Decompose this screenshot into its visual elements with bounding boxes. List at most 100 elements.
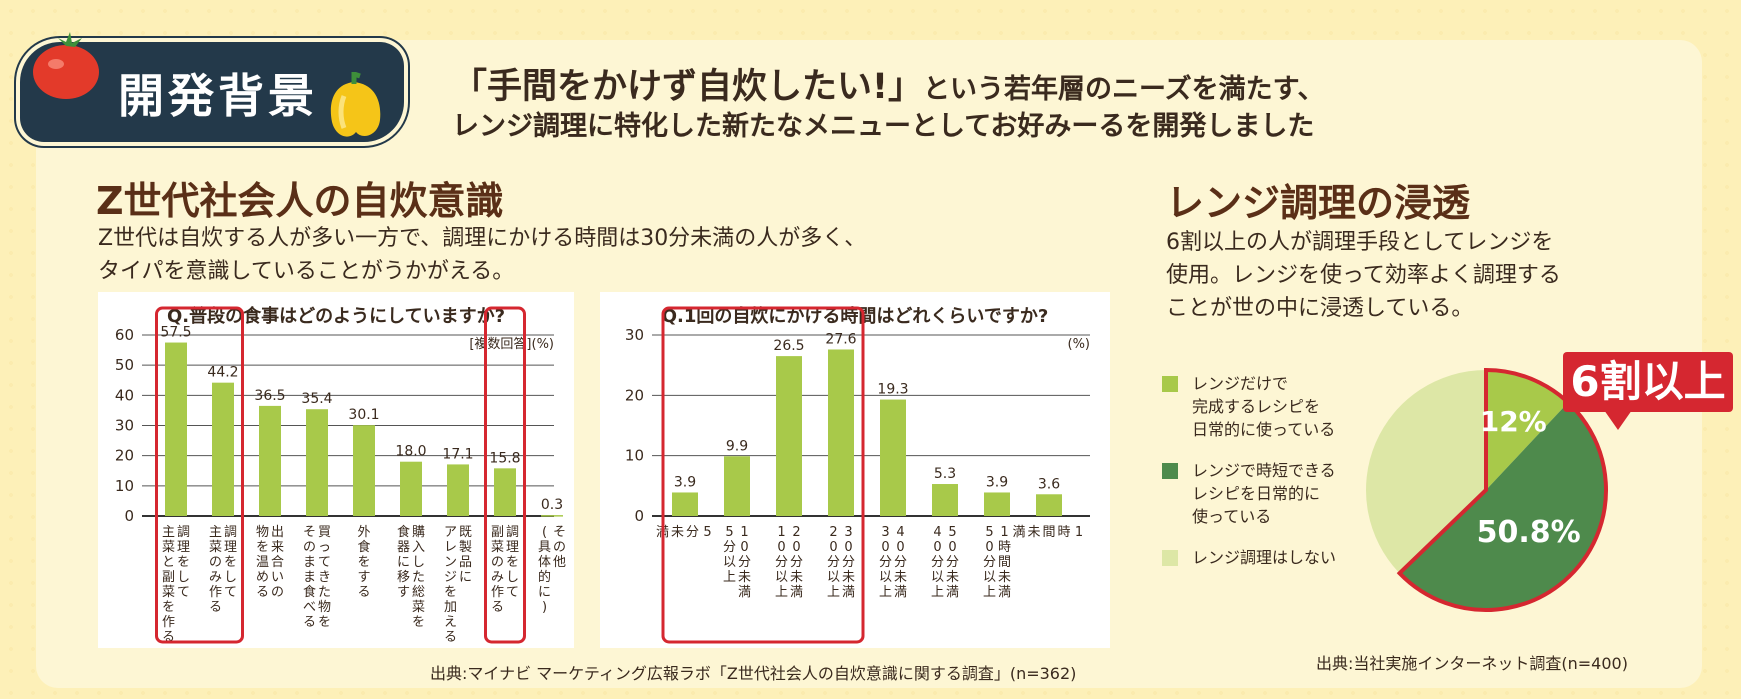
- category-label: る: [491, 600, 504, 615]
- bar-value-label: 5.3: [934, 466, 956, 482]
- y-tick-label: 40: [115, 386, 134, 404]
- category-label: 上: [931, 585, 944, 600]
- category-label: て: [224, 585, 237, 600]
- category-label: 具: [538, 540, 551, 555]
- category-label: 0: [740, 540, 748, 555]
- category-label: し: [506, 570, 519, 585]
- category-label: 1: [1075, 525, 1083, 540]
- category-label: の: [553, 540, 566, 555]
- category-label: 理: [224, 540, 237, 555]
- category-label: 未: [671, 525, 684, 540]
- bar-value-label: 36.5: [254, 388, 285, 404]
- category-label: 上: [983, 585, 996, 600]
- category-label: て: [318, 555, 331, 570]
- category-label: 満: [894, 585, 907, 600]
- category-label: 分: [931, 555, 944, 570]
- category-label: を: [318, 615, 331, 630]
- y-tick-label: 10: [625, 447, 644, 465]
- category-label: 副: [162, 570, 175, 585]
- category-label: ジ: [444, 570, 457, 585]
- category-label: て: [177, 585, 190, 600]
- category-label: (: [542, 525, 547, 540]
- category-label: 満: [842, 585, 855, 600]
- category-label: み: [491, 570, 504, 585]
- category-label: 品: [459, 555, 472, 570]
- category-label: 作: [162, 615, 175, 630]
- category-label: 副: [491, 525, 504, 540]
- category-label: 未: [1027, 525, 1040, 540]
- pie-slice-label: 50.8%: [1477, 515, 1581, 550]
- legend-label: レシピを日常的に: [1192, 484, 1321, 503]
- bar-value-label: 3.6: [1038, 476, 1060, 492]
- category-label: 外: [357, 525, 370, 540]
- legend-label: レンジで時短できる: [1192, 461, 1336, 480]
- category-label: の: [303, 540, 316, 555]
- right-desc-line3: ことが世の中に浸透している。: [1166, 296, 1474, 321]
- chart1-svg: Q.普段の食事はどのようにしていますか? [複数回答](%) 60 50 40 30 20 1…: [115, 305, 566, 645]
- category-label: 間: [998, 555, 1011, 570]
- category-label: め: [256, 570, 269, 585]
- category-label: 未: [894, 570, 907, 585]
- bar-value-label: 19.3: [877, 382, 908, 398]
- category-label: 上: [723, 570, 736, 585]
- category-label: た: [412, 570, 425, 585]
- category-label: 製: [459, 540, 472, 555]
- category-label: 分: [775, 555, 788, 570]
- category-label: る: [256, 585, 269, 600]
- category-label: 出: [271, 525, 284, 540]
- category-label: 既: [459, 525, 472, 540]
- category-label: ア: [444, 525, 457, 540]
- category-label: 理: [177, 540, 190, 555]
- category-label: 菜: [162, 540, 175, 555]
- category-label: 体: [538, 555, 551, 570]
- bar: [984, 492, 1010, 516]
- category-label: た: [318, 585, 331, 600]
- bar: [776, 356, 802, 516]
- bar: [306, 409, 328, 516]
- category-label: ま: [303, 570, 316, 585]
- category-label: 物: [318, 600, 331, 615]
- bar: [494, 468, 516, 516]
- category-label: 他: [553, 555, 566, 570]
- category-label: 2: [792, 525, 800, 540]
- chart2-container: Q.1回の自炊にかける時間はどれくらいですか? (%) 30 20 10 0 3.9 5 分未満…: [600, 292, 1110, 648]
- bar-value-label: 15.8: [489, 450, 520, 466]
- category-label: 2: [829, 525, 837, 540]
- category-label: 間: [1042, 525, 1055, 540]
- pepper-icon: [330, 72, 381, 137]
- highlight-box: [484, 306, 526, 644]
- pie-slice: [1366, 370, 1486, 574]
- headline-quote: 「手間をかけず自炊したい!」: [452, 67, 923, 107]
- category-label: 時: [1057, 525, 1070, 540]
- category-label: ま: [303, 555, 316, 570]
- pie-legend: レンジだけで 完成するレシピを 日常的に使っている レンジで時短できる レシピを…: [1162, 372, 1362, 587]
- legend-swatch: [1162, 550, 1178, 566]
- category-label: 0: [777, 540, 785, 555]
- bar: [932, 484, 958, 516]
- category-label: 分: [738, 555, 751, 570]
- y-tick-label: 0: [634, 507, 644, 525]
- y-tick-label: 30: [115, 417, 134, 435]
- category-label: 5: [703, 525, 711, 540]
- bar: [259, 405, 281, 516]
- bar-value-label: 35.4: [301, 391, 332, 407]
- bar-value-label: 26.5: [773, 338, 804, 354]
- category-label: 1: [1000, 525, 1008, 540]
- category-label: 0: [844, 540, 852, 555]
- category-label: 加: [444, 600, 457, 615]
- category-label: ン: [444, 555, 457, 570]
- legend-label: レンジ調理はしない: [1192, 548, 1337, 567]
- badge-label: 開発背景: [118, 69, 318, 123]
- category-label: 0: [985, 540, 993, 555]
- right-source: 出典:当社実施インターネット調査(n=400): [1316, 654, 1628, 673]
- pie-slice: [1486, 370, 1569, 490]
- category-label: 0: [792, 540, 800, 555]
- y-tick-label: 50: [115, 356, 134, 374]
- chart-note: (%): [1068, 337, 1091, 352]
- category-label: に: [397, 555, 410, 570]
- legend-swatch: [1162, 463, 1178, 479]
- category-label: 調: [224, 525, 237, 540]
- category-label: 満: [946, 585, 959, 600]
- category-label: 器: [397, 540, 410, 555]
- category-label: る: [357, 585, 370, 600]
